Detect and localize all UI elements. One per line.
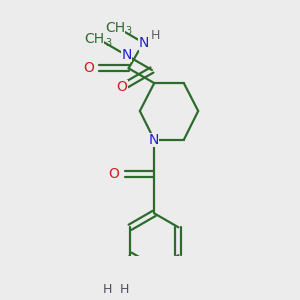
Text: 3: 3 bbox=[105, 38, 111, 48]
Text: O: O bbox=[117, 80, 128, 94]
Text: H: H bbox=[111, 288, 120, 300]
Text: CH: CH bbox=[105, 21, 125, 35]
Text: N: N bbox=[149, 133, 159, 147]
Text: H: H bbox=[103, 283, 112, 296]
Text: N: N bbox=[138, 36, 148, 50]
Text: N: N bbox=[110, 275, 121, 289]
Text: H: H bbox=[119, 283, 129, 296]
Text: O: O bbox=[109, 167, 120, 181]
Text: 3: 3 bbox=[126, 26, 132, 36]
Text: N: N bbox=[110, 277, 121, 291]
Text: H: H bbox=[151, 29, 160, 42]
Text: CH: CH bbox=[84, 32, 104, 46]
Text: H: H bbox=[121, 278, 130, 290]
Text: H: H bbox=[139, 39, 148, 52]
Text: N: N bbox=[121, 48, 131, 62]
Text: O: O bbox=[83, 61, 94, 75]
